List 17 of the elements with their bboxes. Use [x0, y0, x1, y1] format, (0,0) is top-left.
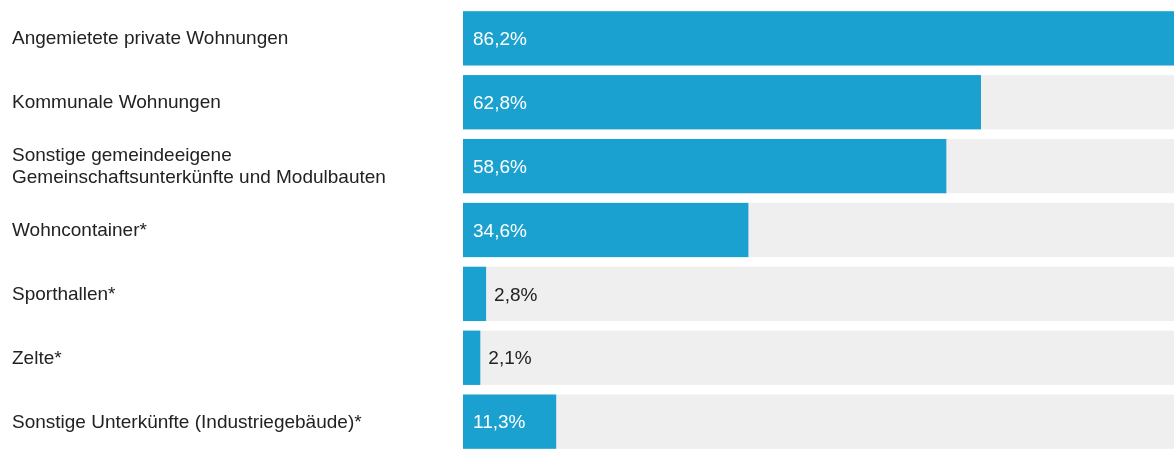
y-tick-label: Sonstige Unterkünfte (Industriegebäude)*: [12, 410, 362, 433]
data-label: 58,6%: [473, 155, 527, 177]
y-tick-label: Sporthallen*: [12, 282, 116, 305]
y-tick-label: Sonstige gemeindeeigene Gemeinschaftsunterkünfte und Modulbauten: [12, 144, 387, 189]
y-tick-label: Zelte*: [12, 346, 62, 369]
bar: [463, 394, 557, 449]
data-label: 62,8%: [473, 91, 527, 113]
bar: [463, 266, 487, 322]
data-label: 2,1%: [488, 347, 532, 369]
data-label: 2,8%: [494, 283, 538, 305]
y-tick-label: Wohncontainer*: [12, 218, 147, 241]
data-label: 86,2%: [473, 28, 527, 49]
y-tick-label: Angemietete private Wohnungen: [12, 27, 289, 50]
bar: [463, 330, 481, 385]
data-label: 11,3%: [473, 411, 526, 433]
y-tick-label: Kommunale Wohnungen: [12, 91, 221, 114]
data-label: 34,6%: [473, 219, 527, 241]
